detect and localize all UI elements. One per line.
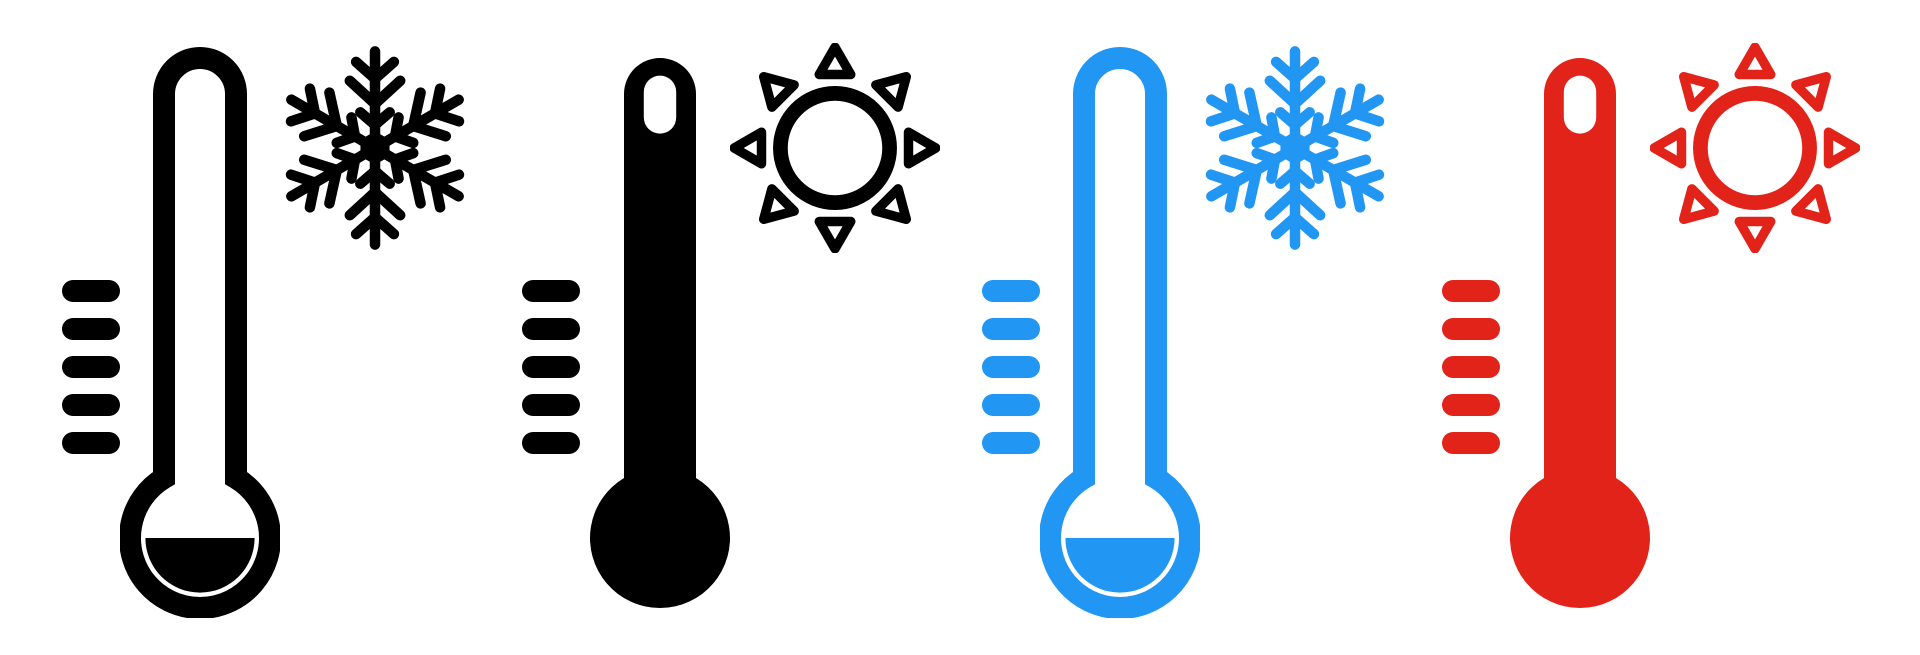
snowflake-icon bbox=[270, 43, 480, 258]
thermometer-hot-red bbox=[1440, 28, 1860, 628]
sun-icon bbox=[730, 43, 940, 258]
thermometer-icon bbox=[1040, 38, 1200, 623]
thermometer-hot-black bbox=[520, 28, 940, 628]
thermometer-cold-blue bbox=[980, 28, 1400, 628]
thermometer-icon bbox=[120, 38, 280, 623]
thermometer-icon bbox=[580, 38, 740, 623]
scale-ticks-icon bbox=[60, 278, 122, 461]
snowflake-icon bbox=[1190, 43, 1400, 258]
sun-icon bbox=[1650, 43, 1860, 258]
scale-ticks-icon bbox=[1440, 278, 1502, 461]
scale-ticks-icon bbox=[520, 278, 582, 461]
thermometer-icon bbox=[1500, 38, 1660, 623]
thermometer-cold-black bbox=[60, 28, 480, 628]
scale-ticks-icon bbox=[980, 278, 1042, 461]
